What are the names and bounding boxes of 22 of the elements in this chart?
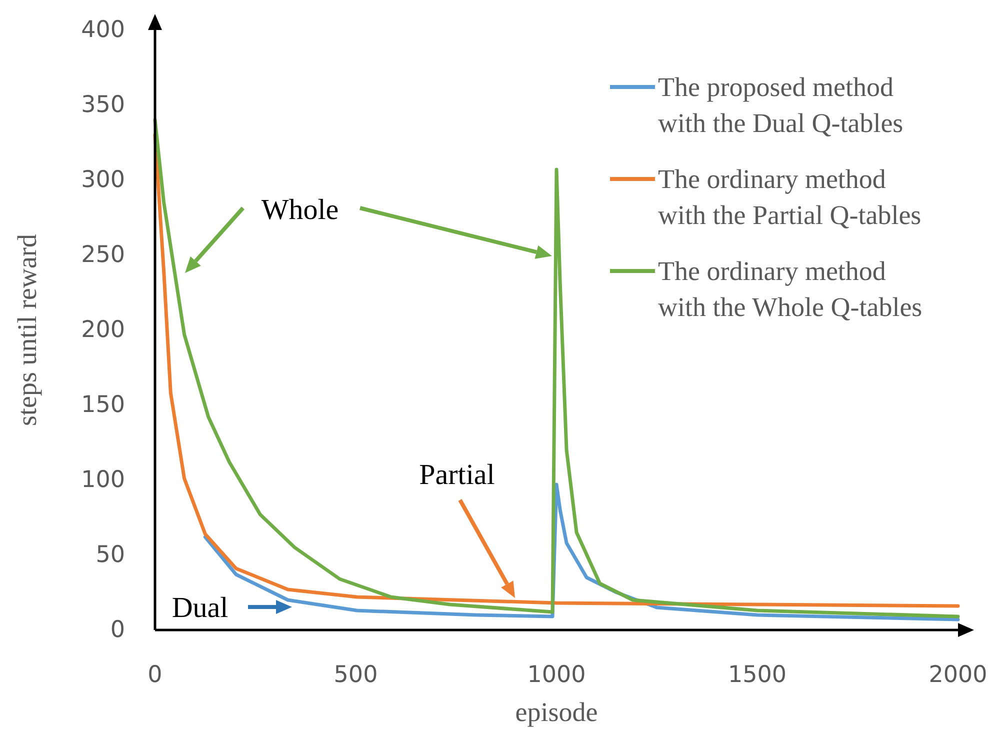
y-tick-label: 100	[81, 467, 125, 493]
y-tick-label: 200	[81, 317, 125, 343]
y-tick-label: 250	[81, 242, 125, 268]
x-tick-label: 500	[334, 662, 378, 688]
annotation: Whole	[261, 194, 339, 226]
y-tick-label: 300	[81, 167, 125, 193]
annotation: Partial	[419, 459, 495, 491]
y-tick-label: 50	[96, 542, 125, 568]
legend-label: The proposed method with the Dual Q-tables	[658, 72, 904, 138]
y-axis-title: steps until reward	[12, 234, 42, 426]
legend-label: The ordinary method with the Partial Q-tables	[658, 164, 922, 230]
y-tick-label: 150	[81, 392, 125, 418]
legend-label: The ordinary method with the Whole Q-tables	[658, 256, 922, 322]
annotation: Dual	[172, 592, 228, 624]
y-tick-label: 400	[81, 17, 125, 43]
x-tick-label: 1000	[527, 662, 586, 688]
x-tick-label: 2000	[928, 662, 988, 688]
y-tick-label: 0	[110, 617, 125, 643]
x-axis-title: episode	[515, 697, 598, 727]
x-tick-label: 1500	[728, 662, 787, 688]
x-tick-label: 0	[148, 662, 162, 688]
y-tick-label: 350	[81, 92, 125, 118]
